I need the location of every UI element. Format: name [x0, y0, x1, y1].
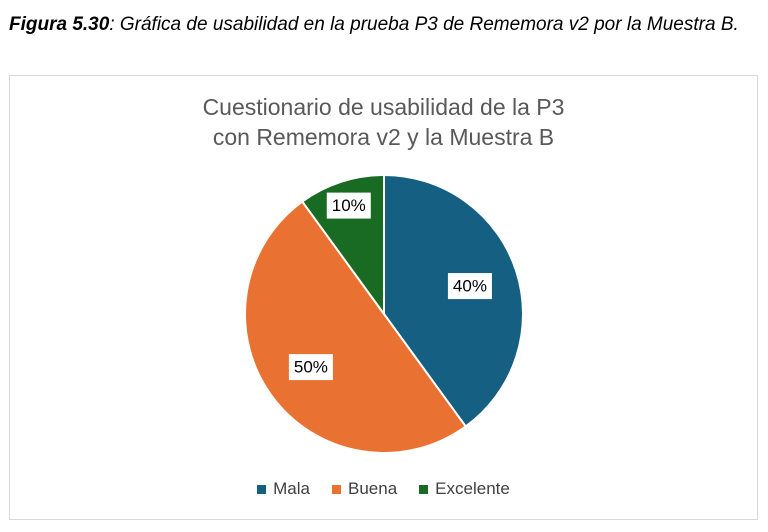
legend-swatch	[419, 484, 429, 494]
data-label-box	[288, 354, 333, 381]
data-label-excelente: 10%	[326, 192, 371, 219]
data-label-text: 40%	[453, 277, 487, 296]
figure-caption: Figura 5.30: Gráfica de usabilidad en la…	[9, 12, 759, 38]
legend-label: Mala	[273, 479, 310, 498]
pie-chart: 40% 50% 10%	[244, 173, 524, 454]
legend-item-excelente: Excelente	[419, 479, 510, 499]
figure-caption-text: : Gráfica de usabilidad en la prueba P3 …	[109, 14, 739, 35]
data-label-mala: 40%	[447, 273, 492, 300]
data-label-buena: 50%	[288, 354, 333, 381]
chart-legend: Mala Buena Excelente	[10, 479, 757, 499]
data-label-text: 10%	[332, 196, 366, 215]
legend-swatch	[257, 484, 267, 494]
chart-area: Cuestionario de usabilidad de la P3 con …	[9, 75, 758, 520]
legend-label: Excelente	[435, 479, 510, 498]
data-label-box	[447, 273, 492, 300]
data-label-text: 50%	[294, 358, 328, 377]
pie-slice-buena	[244, 200, 468, 454]
legend-item-buena: Buena	[332, 479, 397, 499]
chart-title-line-2: con Rememora v2 y la Muestra B	[212, 124, 555, 150]
legend-label: Buena	[348, 479, 398, 498]
data-label-box	[326, 192, 371, 219]
chart-title: Cuestionario de usabilidad de la P3 con …	[10, 92, 757, 152]
figure-number: Figura 5.30	[9, 14, 110, 35]
legend-item-mala: Mala	[257, 479, 310, 499]
chart-title-line-1: Cuestionario de usabilidad de la P3	[202, 94, 565, 120]
pie-slice-mala	[383, 173, 524, 428]
legend-swatch	[332, 484, 341, 494]
